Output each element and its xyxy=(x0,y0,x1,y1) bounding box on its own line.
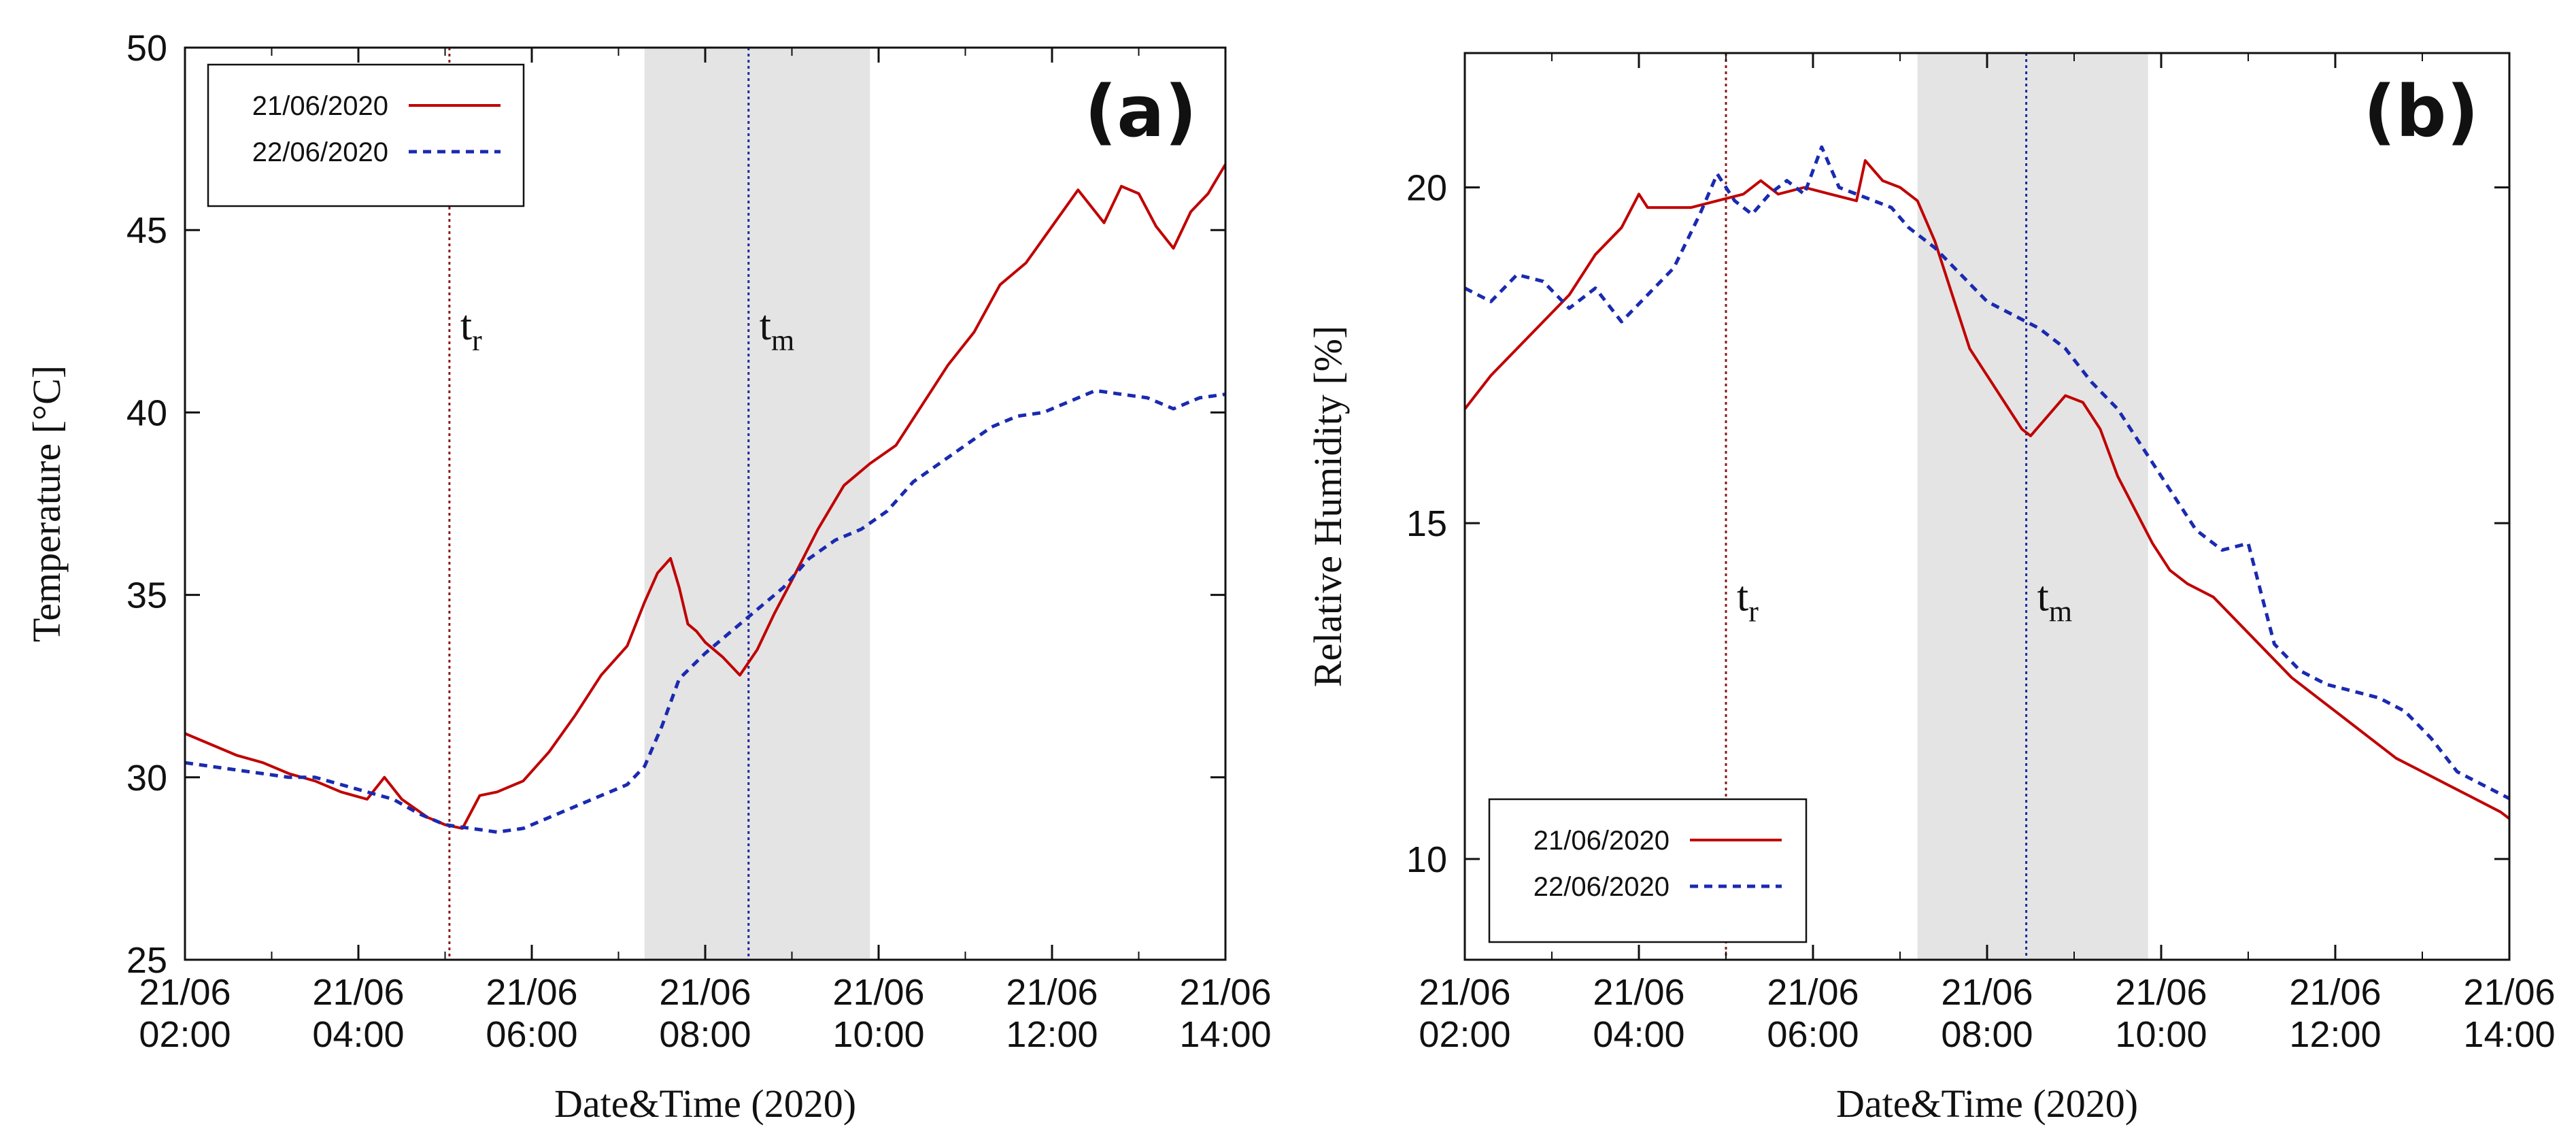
panel-a: tr tm 25303540455021/0602:0021/0604:0021/… xyxy=(24,28,1272,1126)
x-tick-label-time: 10:00 xyxy=(2115,1014,2207,1055)
x-tick-label-date: 21/06 xyxy=(659,972,751,1013)
marker-label-tr: tr xyxy=(460,303,482,357)
x-tick-label-time: 06:00 xyxy=(1767,1014,1859,1055)
x-axis-title: Date&Time (2020) xyxy=(1836,1082,2138,1126)
marker-label-tm: tm xyxy=(2037,574,2072,628)
x-tick-label-time: 04:00 xyxy=(312,1014,404,1055)
x-tick-label-date: 21/06 xyxy=(486,972,577,1013)
panel-label: (b) xyxy=(2363,70,2479,153)
x-tick-label-date: 21/06 xyxy=(1941,972,2033,1013)
series-line-21-06-2020 xyxy=(184,163,1227,830)
x-tick-label-time: 08:00 xyxy=(659,1014,751,1055)
legend-box xyxy=(1488,798,1808,943)
x-tick-label-time: 14:00 xyxy=(1179,1014,1271,1055)
y-tick-label: 50 xyxy=(126,28,167,69)
marker-label-tr: tr xyxy=(1737,574,1759,628)
series-line-22-06-2020 xyxy=(1463,145,2511,801)
x-tick-label-time: 02:00 xyxy=(1419,1014,1510,1055)
x-tick-label-time: 06:00 xyxy=(486,1014,577,1055)
series-line-22-06-2020 xyxy=(184,388,1226,834)
series-line-21-06-2020 xyxy=(1463,159,2511,820)
y-tick-label: 10 xyxy=(1406,839,1447,880)
y-tick-label: 25 xyxy=(126,940,167,981)
x-tick-label-date: 21/06 xyxy=(1767,972,1859,1013)
legend: 21/06/2020 22/06/2020 xyxy=(1488,798,1808,943)
x-tick-label-time: 12:00 xyxy=(2289,1014,2381,1055)
y-tick-label: 45 xyxy=(126,210,167,251)
y-tick-label: 20 xyxy=(1406,167,1447,208)
marker-label-tm: tm xyxy=(760,303,794,357)
y-axis-title: Relative Humidity [%] xyxy=(1306,326,1350,688)
x-tick-label-time: 02:00 xyxy=(139,1014,231,1055)
x-tick-label-date: 21/06 xyxy=(2115,972,2207,1013)
y-tick-label: 15 xyxy=(1406,503,1447,544)
x-tick-label-time: 14:00 xyxy=(2463,1014,2555,1055)
x-tick-label-time: 12:00 xyxy=(1006,1014,1098,1055)
x-tick-label-date: 21/06 xyxy=(1179,972,1271,1013)
x-tick-label-date: 21/06 xyxy=(1593,972,1684,1013)
x-tick-label-time: 08:00 xyxy=(1941,1014,2033,1055)
x-tick-label-date: 21/06 xyxy=(2463,972,2555,1013)
x-tick-label-date: 21/06 xyxy=(1419,972,1510,1013)
x-tick-label-time: 10:00 xyxy=(832,1014,924,1055)
x-tick-label-date: 21/06 xyxy=(1006,972,1098,1013)
y-tick-label: 40 xyxy=(126,392,167,433)
y-tick-label: 35 xyxy=(126,575,167,616)
x-tick-label-time: 04:00 xyxy=(1593,1014,1684,1055)
panel-label: (a) xyxy=(1085,70,1197,153)
legend: 21/06/2020 22/06/2020 xyxy=(207,63,525,207)
legend-label: 22/06/2020 xyxy=(1533,872,1670,902)
legend-label: 21/06/2020 xyxy=(252,91,388,121)
panel-b: tr tm 10152021/0602:0021/0604:0021/0606:0… xyxy=(1306,52,2556,1126)
x-axis-title: Date&Time (2020) xyxy=(554,1082,856,1126)
shaded-interval xyxy=(644,48,870,960)
x-tick-label-date: 21/06 xyxy=(139,972,231,1013)
legend-label: 21/06/2020 xyxy=(1533,826,1670,856)
shaded-interval xyxy=(1917,53,2148,960)
y-tick-label: 30 xyxy=(126,758,167,799)
x-tick-label-date: 21/06 xyxy=(2289,972,2381,1013)
legend-box xyxy=(207,63,525,207)
legend-label: 22/06/2020 xyxy=(252,137,388,167)
x-tick-label-date: 21/06 xyxy=(832,972,924,1013)
x-tick-label-date: 21/06 xyxy=(312,972,404,1013)
y-axis-title: Temperature [°C] xyxy=(24,365,69,642)
